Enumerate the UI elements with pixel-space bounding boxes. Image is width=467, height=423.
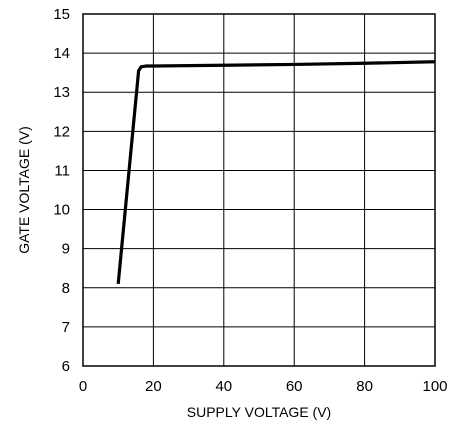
x-tick-label: 80 bbox=[356, 378, 373, 395]
y-tick-label: 14 bbox=[53, 45, 70, 62]
y-tick-label: 9 bbox=[62, 241, 70, 258]
y-tick-label: 8 bbox=[62, 280, 70, 297]
x-tick-label: 60 bbox=[286, 378, 303, 395]
x-tick-label: 40 bbox=[215, 378, 232, 395]
x-axis-title: SUPPLY VOLTAGE (V) bbox=[187, 404, 331, 420]
plot-frame bbox=[82, 13, 436, 367]
tick-labels: 0 20 40 60 80 100 6 7 8 9 10 11 12 13 14 15 bbox=[53, 6, 447, 395]
y-tick-label: 15 bbox=[53, 6, 70, 23]
y-axis-title: GATE VOLTAGE (V) bbox=[16, 126, 32, 254]
y-tick-label: 13 bbox=[53, 84, 70, 101]
x-tick-label: 20 bbox=[145, 378, 162, 395]
grid bbox=[83, 14, 435, 366]
series-layer bbox=[116, 60, 436, 285]
y-tick-label: 12 bbox=[53, 123, 70, 140]
y-tick-label: 11 bbox=[54, 162, 70, 179]
x-tick-label: 0 bbox=[79, 378, 87, 395]
y-tick-label: 10 bbox=[53, 202, 70, 219]
y-tick-label: 7 bbox=[62, 319, 70, 336]
series-line bbox=[116, 60, 436, 285]
x-tick-label: 100 bbox=[422, 378, 447, 395]
y-tick-label: 6 bbox=[62, 358, 70, 375]
